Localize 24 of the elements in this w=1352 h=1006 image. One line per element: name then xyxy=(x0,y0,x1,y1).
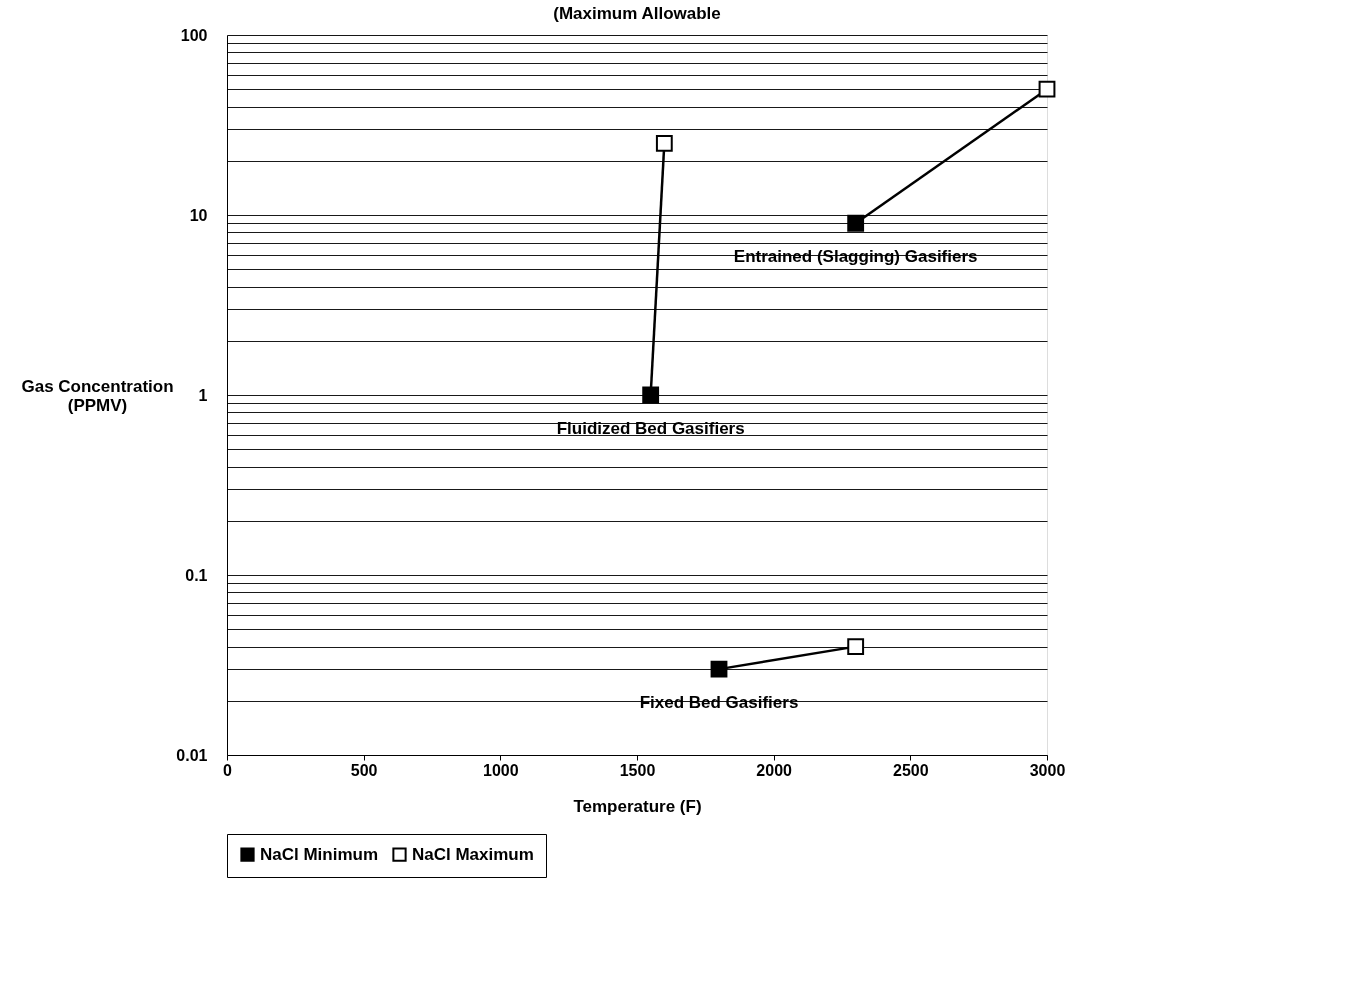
legend-label: NaCl Minimum xyxy=(260,844,379,864)
y-tick-label: 0.1 xyxy=(185,566,208,584)
y-tick-label: 100 xyxy=(180,26,208,44)
x-tick-label: 2000 xyxy=(756,761,793,779)
x-tick-label: 500 xyxy=(350,761,378,779)
y-tick-label: 10 xyxy=(189,206,208,224)
point xyxy=(710,660,728,678)
point xyxy=(655,134,673,152)
x-axis-title: Temperature (F) xyxy=(573,796,702,816)
legend-label: NaCl Maximum xyxy=(412,844,534,864)
x-tick-label: 0 xyxy=(223,761,233,779)
y-axis-title: Gas Concentration (PPMV) xyxy=(21,376,174,415)
annotation: Fluidized Bed Gasifiers xyxy=(556,419,745,438)
point xyxy=(847,214,865,232)
x-tick-label: 2500 xyxy=(893,761,929,779)
point xyxy=(847,638,865,656)
point xyxy=(1038,80,1056,98)
chart-title: (Maximum Allowable xyxy=(553,4,721,23)
x-tick-label: 3000 xyxy=(1029,761,1066,779)
y-tick-label: 1 xyxy=(198,386,208,404)
point xyxy=(642,386,660,404)
y-tick-label: 0.01 xyxy=(176,746,208,764)
x-tick-label: 1500 xyxy=(619,761,656,779)
x-tick-label: 1000 xyxy=(483,761,519,779)
